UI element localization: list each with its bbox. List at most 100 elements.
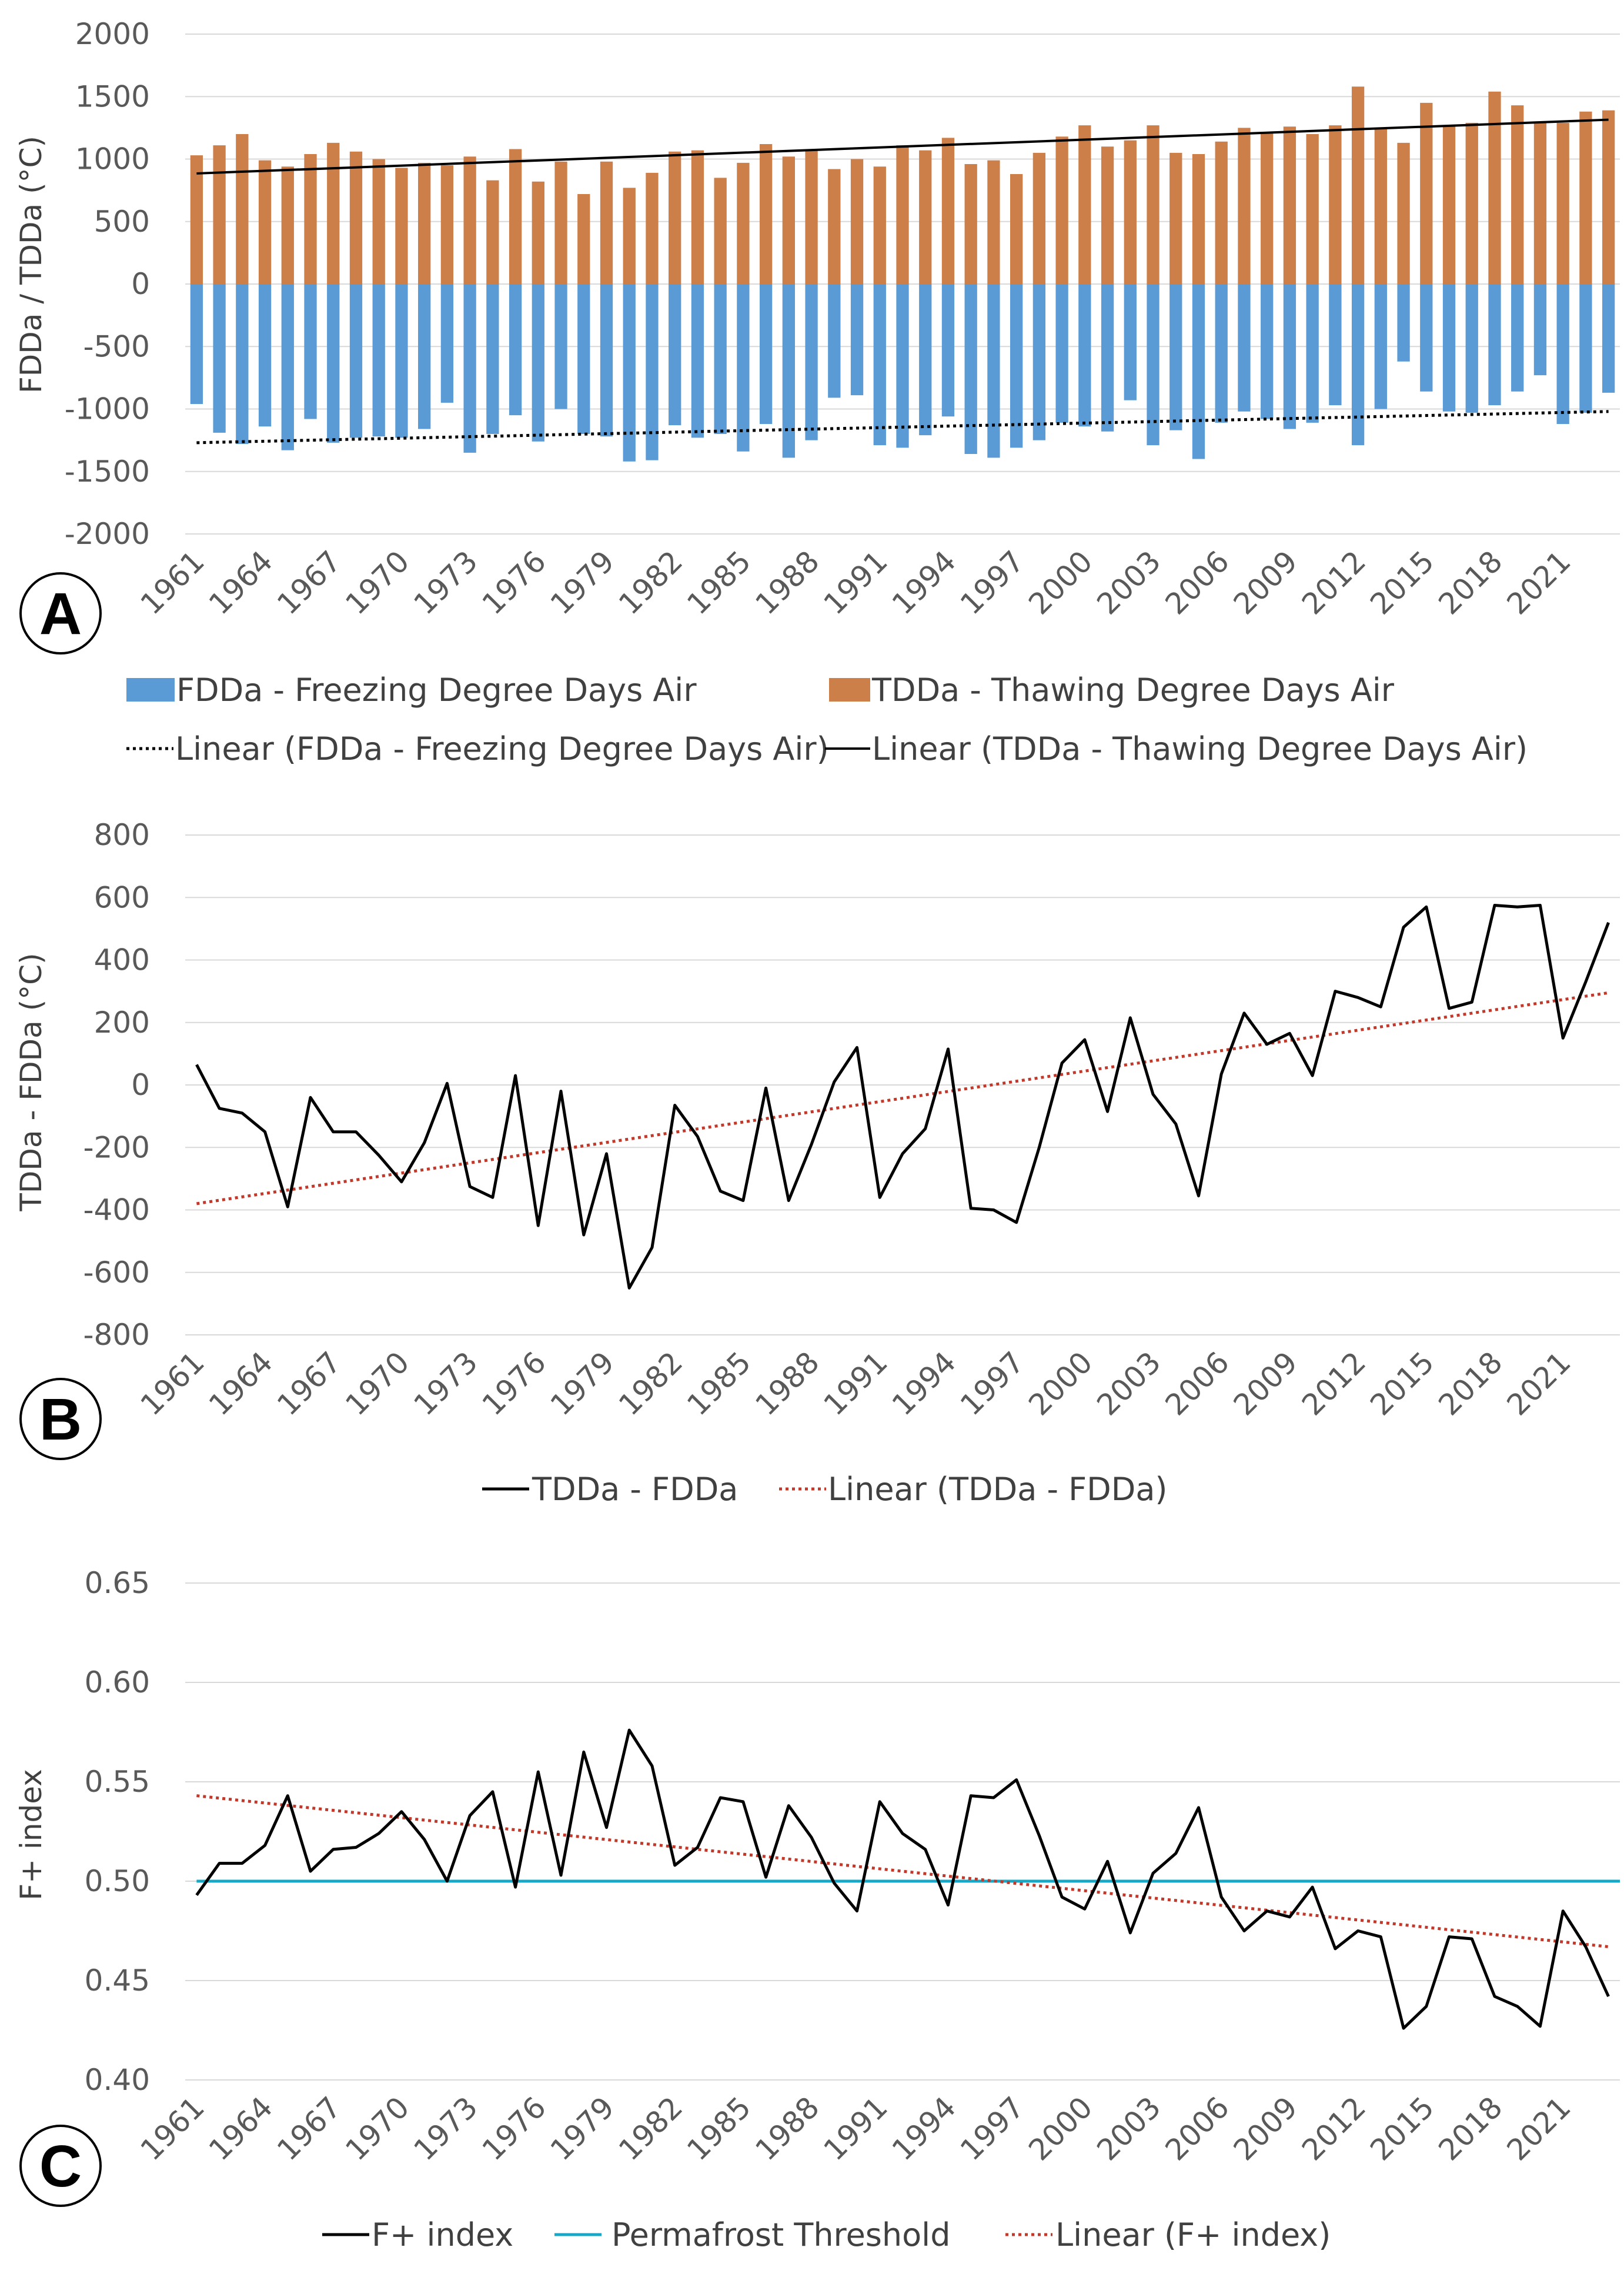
x-tick-label: 2018	[1432, 544, 1509, 621]
x-tick-label: 1970	[339, 2090, 416, 2167]
tdda-bar	[577, 194, 590, 284]
x-tick-label: 2000	[1022, 1345, 1099, 1422]
legend-threshold-label: Permafrost Threshold	[611, 2216, 950, 2253]
fdda-bar	[1465, 284, 1478, 413]
x-tick-label: 2006	[1159, 544, 1236, 621]
legend-fdda-label: FDDa - Freezing Degree Days Air	[176, 672, 697, 709]
panel-c-badge	[19, 2125, 102, 2207]
x-tick-label: 1997	[954, 1345, 1031, 1422]
x-tick-label: 2018	[1432, 1345, 1509, 1422]
y-tick-label: 1000	[75, 142, 150, 176]
y-tick-label: -500	[83, 329, 150, 363]
tdda-bar	[896, 145, 909, 284]
x-tick-label: 1964	[202, 544, 279, 621]
x-tick-label: 1991	[817, 2090, 894, 2167]
x-tick-label: 1997	[954, 544, 1031, 621]
y-tick-label: 0.50	[85, 1864, 150, 1898]
fdda-bar	[349, 284, 363, 438]
x-tick-label: 2006	[1159, 2090, 1236, 2167]
tdda-bar	[1101, 146, 1114, 284]
x-tick-label: 2021	[1501, 544, 1578, 621]
tdda-bar	[1442, 125, 1456, 284]
x-tick-label: 1961	[134, 2090, 211, 2167]
tdda-bar	[1306, 134, 1319, 284]
tdda-bar	[418, 162, 431, 284]
fdda-bar	[1488, 284, 1501, 406]
x-tick-label: 2012	[1295, 1345, 1372, 1422]
tdda-bar	[1283, 126, 1296, 284]
fdda-bar	[372, 284, 385, 437]
fdda-bar	[236, 284, 249, 444]
fdda-bar	[1055, 284, 1068, 423]
fdda-bar	[1533, 284, 1547, 376]
fdda-bar	[1147, 284, 1159, 446]
tdda-bar	[1010, 174, 1023, 284]
x-tick-label: 1967	[270, 2090, 347, 2167]
y-tick-label: -2000	[65, 517, 150, 551]
panel-a-legend: FDDa - Freezing Degree Days Air TDDa - T…	[126, 672, 1528, 767]
panel-c-letter: C	[39, 2133, 82, 2199]
tdda-bar	[258, 160, 272, 284]
fdda-bar	[327, 284, 340, 443]
x-tick-label: 1997	[954, 2090, 1031, 2167]
x-tick-label: 1982	[612, 1345, 689, 1422]
tdda-bar	[623, 188, 636, 284]
tdda-bar	[1351, 86, 1365, 284]
fdda-bar	[395, 284, 408, 438]
tdda-bar	[1374, 128, 1387, 284]
x-tick-label: 2015	[1364, 2090, 1441, 2167]
x-tick-label: 1979	[544, 1345, 621, 1422]
fdda-bar	[1556, 284, 1569, 424]
tdda-bar	[919, 150, 932, 284]
tdda-bar	[691, 150, 704, 284]
tdda-bar	[828, 169, 841, 284]
fdda-bar	[1238, 284, 1251, 412]
fdda-bar	[873, 284, 886, 446]
fdda-trendline	[196, 410, 1609, 445]
panel-c-legend: F+ index Permafrost Threshold Linear (F+…	[322, 2216, 1331, 2253]
x-tick-label: 2009	[1227, 1345, 1304, 1422]
fdda-bar	[281, 284, 294, 450]
fdda-bar	[964, 284, 977, 454]
y-tick-label: 0.60	[85, 1665, 150, 1699]
panel-a-letter: A	[39, 581, 82, 647]
fdda-bar	[1579, 284, 1592, 413]
x-tick-label: 1985	[680, 2090, 757, 2167]
fdda-bar	[623, 284, 636, 462]
fdda-bar	[486, 284, 499, 434]
tdda-bar	[1147, 125, 1159, 284]
x-tick-label: 1961	[134, 1345, 211, 1422]
x-tick-label: 1994	[885, 544, 963, 621]
tdda-bar	[1078, 125, 1091, 284]
y-tick-label: 0.55	[85, 1765, 150, 1799]
panel-b-badge	[19, 1378, 102, 1460]
x-tick-label: 1976	[476, 2090, 553, 2167]
fdda-bar	[1261, 284, 1274, 419]
tdda-bar	[669, 151, 681, 284]
diff-series-line	[195, 904, 1610, 1290]
tdda-bar	[213, 145, 226, 284]
x-tick-label: 1991	[817, 1345, 894, 1422]
x-tick-label: 1994	[885, 1345, 963, 1422]
panel-a-chart: 2000 1500 1000 500 0 -500 -1000 -1500 -2000 1961…	[14, 17, 1620, 767]
fdda-bar	[509, 284, 522, 416]
fdda-bar	[1329, 284, 1342, 406]
fdda-bar	[1283, 284, 1296, 429]
x-tick-label: 1988	[749, 544, 826, 621]
tdda-bar	[600, 161, 613, 284]
fdda-bar	[1215, 284, 1228, 423]
fdda-bar	[941, 284, 955, 417]
tdda-bar	[554, 161, 567, 284]
fdda-bar	[258, 284, 272, 427]
fdda-bar	[463, 284, 476, 453]
tdda-bar	[486, 180, 499, 284]
y-tick-label: 0	[131, 1068, 150, 1102]
fdda-bar	[440, 284, 454, 403]
y-tick-label: 0	[131, 267, 150, 301]
fdda-bar	[1078, 284, 1091, 427]
panel-c-chart: 0.650.600.550.500.450.40 196119641967197…	[14, 1566, 1620, 2253]
x-tick-label: 1967	[270, 544, 347, 621]
tdda-bar	[1192, 154, 1205, 284]
y-tick-label: 0.40	[85, 2063, 150, 2097]
fdda-bar	[850, 284, 864, 396]
